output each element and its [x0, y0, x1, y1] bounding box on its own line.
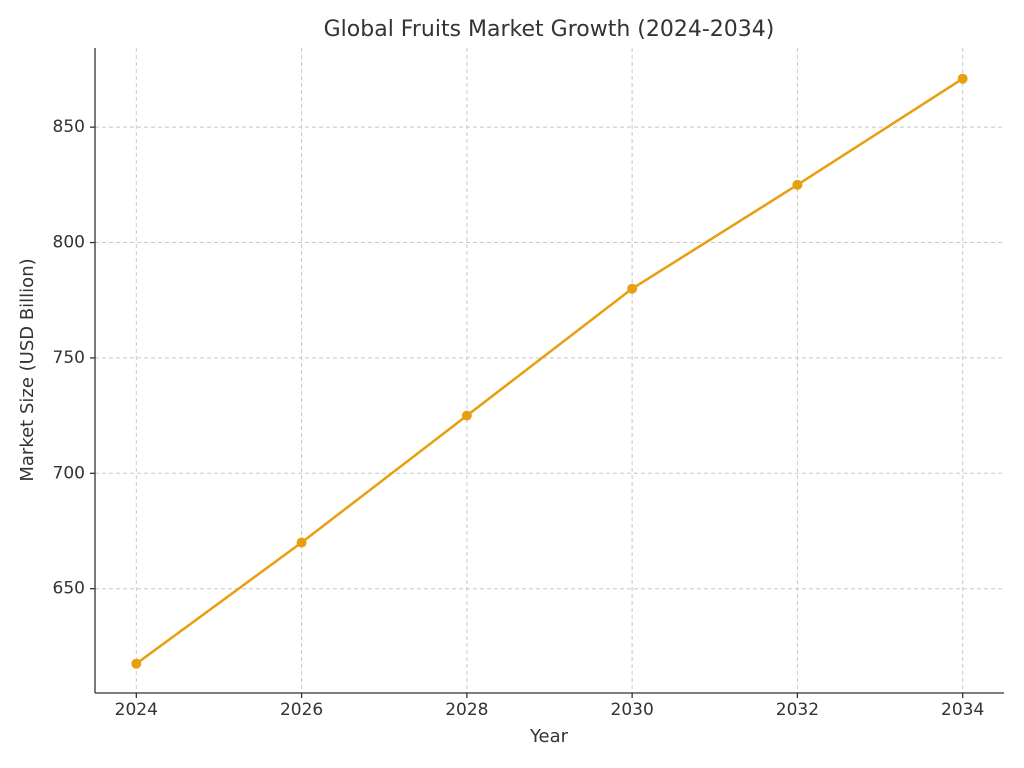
x-tick-label: 2034 [941, 700, 984, 720]
data-line [135, 77, 964, 665]
data-point [131, 658, 142, 669]
x-tick-label: 2032 [776, 700, 819, 720]
data-point [461, 410, 472, 421]
y-tick-label: 800 [53, 233, 85, 253]
x-tick-label: 2028 [445, 700, 488, 720]
y-axis-label: Market Size (USD Billion) [17, 258, 38, 481]
y-tick-label: 650 [53, 579, 85, 599]
data-point [957, 73, 968, 84]
y-tick-label: 700 [53, 463, 85, 483]
data-point [792, 179, 803, 190]
x-tick-label: 2024 [115, 700, 158, 720]
data-point [296, 537, 307, 548]
chart-title: Global Fruits Market Growth (2024-2034) [324, 17, 775, 42]
x-axis-label: Year [529, 726, 569, 747]
y-tick-label: 750 [53, 348, 85, 368]
data-point [627, 283, 638, 294]
x-tick-label: 2026 [280, 700, 323, 720]
y-tick-label: 850 [53, 117, 85, 137]
x-tick-label: 2030 [611, 700, 654, 720]
